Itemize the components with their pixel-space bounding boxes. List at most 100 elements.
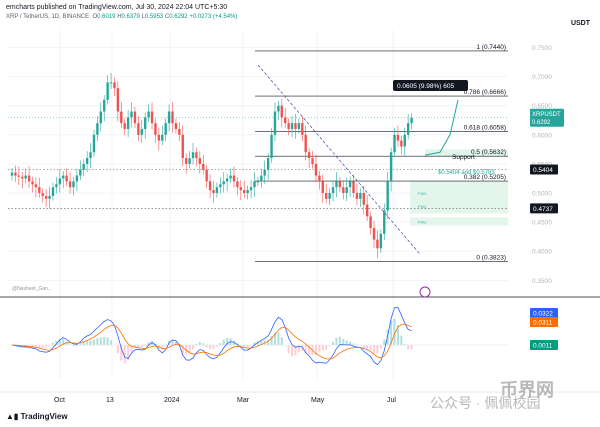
macd-histogram-bar bbox=[318, 345, 321, 352]
candle-body bbox=[164, 123, 167, 135]
event-marker bbox=[419, 286, 431, 298]
candle-body bbox=[256, 181, 260, 183]
candle-body bbox=[24, 175, 27, 179]
range-label: $0.5404 and $0.5783 bbox=[438, 170, 495, 176]
macd-histogram-bar bbox=[301, 345, 304, 352]
macd-histogram-bar bbox=[335, 337, 338, 346]
candle-body bbox=[307, 152, 311, 159]
candle-body bbox=[253, 181, 256, 188]
candle-body bbox=[116, 88, 120, 112]
publish-line: emcharts published on TradingView.com, J… bbox=[6, 4, 228, 11]
macd-histogram-bar bbox=[34, 345, 37, 347]
x-tick-label: May bbox=[311, 397, 325, 404]
candle-body bbox=[348, 181, 352, 188]
macd-histogram-bar bbox=[147, 342, 150, 346]
y-tick-label: 0.5000 bbox=[532, 191, 552, 198]
candle-body bbox=[126, 117, 130, 129]
macd-histogram-bar bbox=[24, 345, 27, 347]
y-tick-label: 0.6000 bbox=[532, 132, 552, 139]
overlays: 0.0605 (9.98%) 605 Support $0.5404 and $0.… bbox=[12, 64, 495, 298]
candle-body bbox=[225, 178, 229, 182]
candle-body bbox=[82, 163, 85, 170]
fvg-zones: FVG FVG FVG bbox=[410, 149, 508, 226]
macd-histogram-bar bbox=[92, 339, 95, 346]
macd-histogram-bar bbox=[116, 345, 119, 354]
macd-histogram-bar bbox=[103, 336, 106, 346]
macd-histogram-bar bbox=[31, 345, 34, 347]
macd-histogram-bar bbox=[314, 345, 317, 355]
macd-histogram-bar bbox=[209, 345, 212, 349]
macd-histogram-bar bbox=[400, 335, 403, 346]
macd-histogram-bar bbox=[332, 341, 335, 346]
candle-body bbox=[181, 134, 184, 159]
ohlc-c-value: 0.6292 bbox=[169, 14, 188, 20]
tradingview-logo[interactable]: ▲▮ TradingView bbox=[6, 412, 68, 421]
candle-body bbox=[143, 117, 147, 129]
measure-label: 0.0605 (9.98%) 605 bbox=[397, 83, 454, 90]
candle-body bbox=[362, 193, 365, 205]
y-tick-label: 0.7500 bbox=[532, 45, 552, 52]
candle-body bbox=[178, 128, 181, 135]
macd-histogram-bar bbox=[226, 337, 229, 346]
macd-histogram-bar bbox=[28, 345, 31, 347]
candle-body bbox=[106, 82, 109, 100]
candle-body bbox=[103, 99, 106, 112]
macd-histogram-bar bbox=[246, 345, 249, 348]
macd-histogram-bar bbox=[308, 345, 311, 355]
candle-body bbox=[85, 158, 89, 164]
candle-body bbox=[208, 181, 212, 191]
candle-body bbox=[161, 134, 164, 141]
x-tick-label: 13 bbox=[106, 397, 114, 404]
candle-body bbox=[236, 181, 239, 188]
macd-histogram-bar bbox=[62, 338, 65, 346]
macd-histogram-bar bbox=[379, 345, 382, 349]
macd-histogram-bar bbox=[219, 342, 222, 346]
macd-histogram-bar bbox=[349, 341, 352, 346]
candle-body bbox=[232, 175, 236, 182]
macd-histogram-bar bbox=[256, 341, 259, 346]
fib-label: 0.786 (0.6666) bbox=[464, 89, 506, 96]
countdown-label: 07:25:24 bbox=[565, 120, 585, 126]
candle-body bbox=[219, 184, 222, 188]
macd-histogram-bar bbox=[45, 345, 48, 348]
macd-histogram-bar bbox=[253, 342, 256, 346]
macd-histogram-bar bbox=[291, 345, 294, 357]
candle-body bbox=[328, 193, 331, 199]
candle-body bbox=[301, 123, 304, 135]
symbol-name[interactable]: XRP / TetherUS, 1D, BINANCE bbox=[6, 14, 90, 20]
candle-body bbox=[273, 111, 277, 135]
measure-bg bbox=[393, 80, 468, 91]
macd-histogram-bar bbox=[99, 337, 102, 346]
candle-body bbox=[243, 190, 246, 194]
forecast-path bbox=[424, 99, 459, 156]
y-tick-label: 0.6500 bbox=[532, 103, 552, 110]
candle-body bbox=[48, 195, 51, 199]
candle-body bbox=[270, 134, 273, 159]
ohlc-c-label: C bbox=[164, 14, 170, 20]
macd-histogram-bar bbox=[396, 325, 399, 346]
candle-body bbox=[294, 123, 297, 129]
macd-tag-label: 0.0322 bbox=[533, 311, 553, 318]
candle-body bbox=[222, 181, 225, 185]
macd-histogram-bar bbox=[352, 343, 355, 346]
ohlc-h-label: H bbox=[117, 14, 122, 20]
candle-body bbox=[147, 111, 150, 118]
macd-histogram-bar bbox=[106, 337, 109, 346]
candle-body bbox=[369, 216, 372, 228]
candle-body bbox=[287, 123, 290, 129]
candle-body bbox=[89, 152, 92, 159]
macd-histogram-bar bbox=[239, 345, 242, 347]
macd-histogram-bar bbox=[140, 345, 143, 348]
macd-histogram-bar bbox=[287, 345, 290, 354]
author-label: @Nasheet_Gan... bbox=[12, 286, 52, 292]
candle-body bbox=[410, 117, 413, 124]
macd-histogram-bar bbox=[215, 345, 218, 347]
macd-histogram-bar bbox=[407, 345, 410, 350]
macd-histogram-bar bbox=[273, 332, 276, 346]
macd-histogram-bar bbox=[89, 340, 92, 346]
macd-histogram-bar bbox=[205, 345, 208, 348]
candle-body bbox=[41, 193, 44, 196]
macd-histogram-bar bbox=[376, 345, 379, 354]
candle-body bbox=[389, 152, 393, 182]
